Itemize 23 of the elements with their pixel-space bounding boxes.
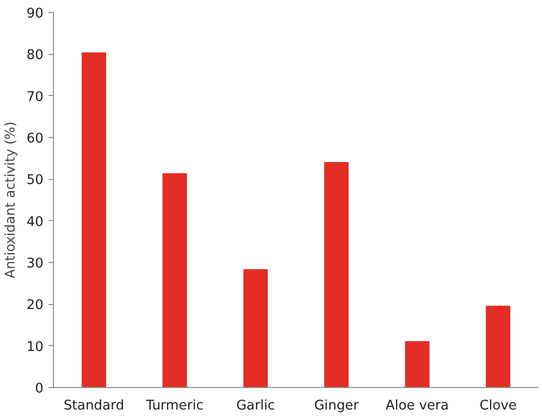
y-tick-label: 80 <box>26 48 44 64</box>
x-tick-label: Turmeric <box>145 398 204 414</box>
x-tick-label: Garlic <box>236 398 275 414</box>
y-tick-label: 70 <box>26 90 44 105</box>
bar <box>405 341 430 388</box>
bar <box>486 306 510 388</box>
y-tick-label: 10 <box>26 340 44 355</box>
y-tick-label: 30 <box>26 256 44 272</box>
y-tick-label: 0 <box>35 382 44 396</box>
x-tick-label: Clove <box>479 398 517 414</box>
y-tick-label: 20 <box>26 298 44 314</box>
y-tick-label: 90 <box>26 6 44 22</box>
y-tick-label: 50 <box>26 173 44 188</box>
x-tick-label: Standard <box>64 398 124 414</box>
bar <box>243 269 268 388</box>
x-tick-label: Ginger <box>314 398 360 414</box>
y-tick-label: 40 <box>26 214 44 230</box>
y-tick-label: 60 <box>26 132 44 146</box>
bar <box>82 52 106 388</box>
bar <box>162 173 187 388</box>
bar <box>324 162 349 388</box>
x-tick-label: Aloe vera <box>386 398 449 414</box>
y-axis-title: Antioxidant activity (%) <box>4 122 19 278</box>
